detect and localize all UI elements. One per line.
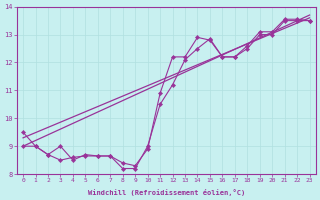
X-axis label: Windchill (Refroidissement éolien,°C): Windchill (Refroidissement éolien,°C) <box>88 189 245 196</box>
